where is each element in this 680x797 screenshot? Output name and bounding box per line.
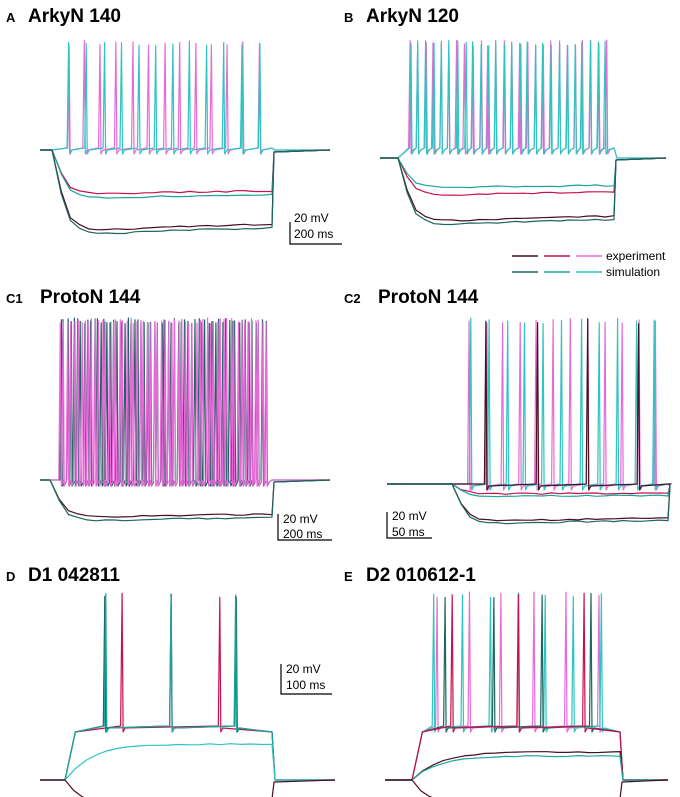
panel-b: B ArkyN 120 bbox=[344, 6, 667, 226]
scalebar-a: 20 mV 200 ms bbox=[289, 211, 342, 245]
traces-b bbox=[380, 39, 667, 226]
trace-c2-experiment-2 bbox=[387, 318, 672, 491]
panel-title-a: ArkyN 140 bbox=[28, 6, 121, 27]
trace-b-experiment-0 bbox=[380, 39, 666, 159]
panel-title-b: ArkyN 120 bbox=[366, 6, 459, 27]
trace-a-simulation-5 bbox=[40, 149, 331, 235]
panel-d: D D1 042811 20 mV 100 ms bbox=[6, 565, 336, 797]
panel-label-e: E bbox=[344, 569, 353, 584]
trace-b-simulation-3 bbox=[380, 157, 667, 189]
panel-label-c2: C2 bbox=[344, 291, 361, 306]
trace-e-experiment-3 bbox=[385, 592, 668, 781]
trace-d-simulation-3 bbox=[40, 592, 335, 781]
trace-c2-experiment-5 bbox=[387, 483, 671, 522]
scalebar-a-voltage: 20 mV bbox=[294, 211, 329, 225]
panel-c1: C1 ProtoN 144 20 mV 200 ms bbox=[6, 287, 332, 541]
scalebar-c2-time: 50 ms bbox=[392, 525, 425, 539]
panel-title-d: D1 042811 bbox=[28, 565, 120, 586]
scalebar-c2-lines bbox=[386, 512, 432, 539]
traces-e bbox=[385, 591, 669, 797]
trace-a-experiment-4 bbox=[40, 149, 331, 231]
scalebar-d-voltage: 20 mV bbox=[286, 662, 321, 676]
trace-c1-experiment-1 bbox=[40, 317, 330, 487]
trace-d-simulation-4 bbox=[40, 743, 335, 781]
trace-c2-experiment-3 bbox=[387, 483, 671, 495]
trace-c2-simulation-6 bbox=[387, 483, 671, 525]
traces-c1 bbox=[40, 317, 331, 522]
legend-experiment-label: experiment bbox=[606, 249, 666, 263]
trace-b-experiment-4 bbox=[380, 157, 667, 222]
trace-c2-experiment-0 bbox=[387, 317, 672, 491]
trace-a-experiment-2 bbox=[40, 149, 331, 195]
scalebar-d-lines bbox=[280, 664, 332, 695]
panel-title-c1: ProtoN 144 bbox=[40, 287, 141, 308]
traces-a bbox=[40, 40, 331, 235]
panel-title-c2: ProtoN 144 bbox=[378, 287, 479, 308]
scalebar-c2-voltage: 20 mV bbox=[392, 509, 427, 523]
scalebar-d: 20 mV 100 ms bbox=[280, 662, 332, 695]
panel-label-b: B bbox=[344, 10, 353, 25]
legend: experiment simulation bbox=[512, 249, 666, 279]
scalebar-c1-voltage: 20 mV bbox=[283, 512, 318, 526]
trace-e-simulation-5 bbox=[385, 755, 668, 781]
panel-title-e: D2 010612-1 bbox=[366, 565, 476, 586]
panel-c2: C2 ProtoN 144 20 mV 50 ms bbox=[344, 287, 672, 539]
trace-b-simulation-1 bbox=[380, 39, 666, 159]
scalebar-c2: 20 mV 50 ms bbox=[386, 509, 432, 539]
scalebar-d-time: 100 ms bbox=[286, 678, 325, 692]
traces-c2 bbox=[387, 317, 672, 525]
trace-d-experiment-5 bbox=[40, 779, 336, 797]
trace-c1-simulation-3 bbox=[40, 479, 331, 522]
trace-a-experiment-0 bbox=[40, 40, 330, 155]
trace-e-experiment-4 bbox=[385, 751, 668, 781]
trace-b-experiment-2 bbox=[380, 157, 667, 196]
trace-a-simulation-1 bbox=[40, 40, 330, 155]
panel-a: A ArkyN 140 20 mV 200 ms bbox=[6, 6, 342, 245]
traces-d bbox=[40, 592, 336, 797]
panel-label-a: A bbox=[6, 10, 16, 25]
scalebar-a-time: 200 ms bbox=[294, 227, 333, 241]
trace-e-experiment-6 bbox=[385, 779, 669, 797]
trace-b-simulation-5 bbox=[380, 157, 667, 226]
scalebar-c1-time: 200 ms bbox=[283, 527, 322, 541]
trace-a-simulation-3 bbox=[40, 149, 331, 199]
trace-c2-simulation-4 bbox=[387, 483, 671, 498]
trace-c1-experiment-2 bbox=[40, 479, 331, 518]
panel-label-c1: C1 bbox=[6, 291, 23, 306]
legend-simulation-label: simulation bbox=[606, 265, 660, 279]
panel-label-d: D bbox=[6, 569, 15, 584]
scalebar-c1-lines bbox=[277, 514, 332, 541]
trace-c2-simulation-1 bbox=[387, 317, 672, 491]
scalebar-c1: 20 mV 200 ms bbox=[277, 512, 332, 541]
scalebar-a-lines bbox=[289, 222, 342, 245]
panel-e: E D2 010612-1 bbox=[344, 565, 669, 797]
